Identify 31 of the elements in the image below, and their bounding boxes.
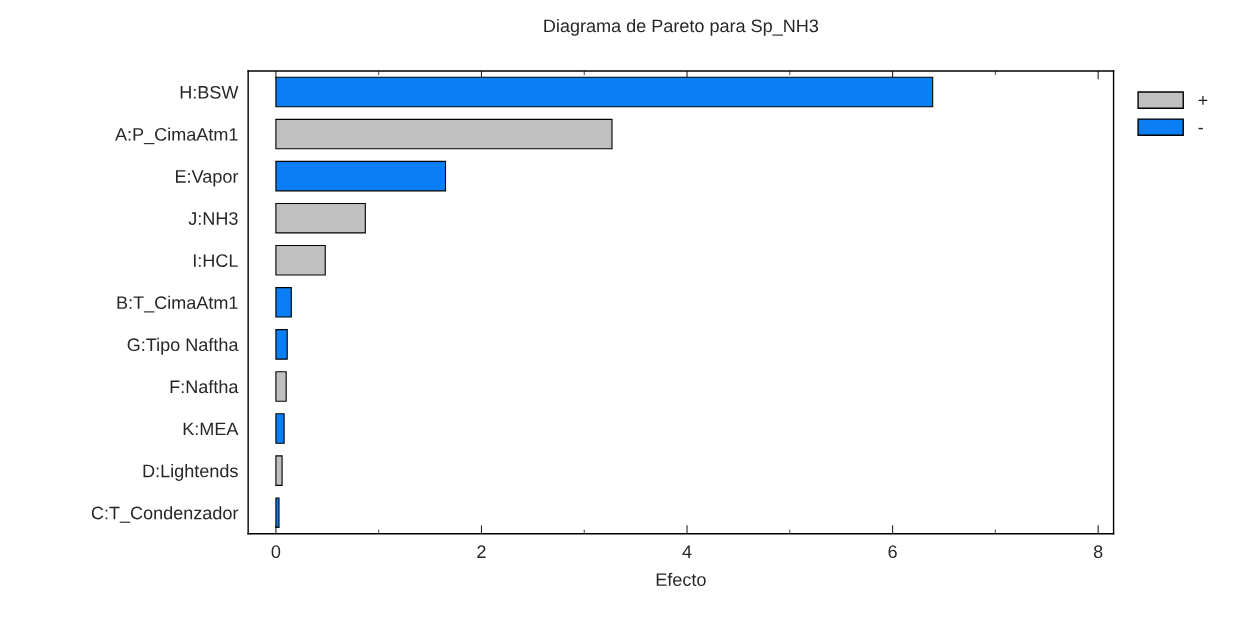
x-tick-label: 4	[682, 545, 692, 558]
y-tick-label: B:T_CimaAtm1	[117, 295, 238, 313]
bar	[275, 118, 613, 150]
y-tick-label: I:HCL	[193, 254, 238, 267]
legend-label: -	[1198, 127, 1203, 130]
bar	[275, 160, 447, 192]
y-tick-label: G:Tipo Naftha	[127, 337, 239, 355]
y-tick-label: E:Vapor	[176, 170, 239, 187]
y-tick-label: A:P_CimaAtm1	[115, 127, 238, 145]
legend-label: +	[1198, 95, 1208, 105]
bar	[275, 497, 280, 528]
bar	[275, 202, 366, 234]
bar	[275, 371, 287, 402]
x-tick-label: 8	[1093, 545, 1103, 559]
x-tick-label: 0	[271, 545, 281, 559]
bar	[275, 287, 292, 318]
bar	[275, 244, 326, 276]
x-tick-label: 2	[477, 545, 486, 558]
bar	[275, 455, 283, 486]
chart-title: Diagrama de Pareto para Sp_NH3	[544, 18, 819, 36]
bar	[275, 329, 288, 360]
x-axis-title: Efecto	[656, 572, 706, 587]
y-tick-label: K:MEA	[183, 422, 239, 436]
y-tick-label: H:BSW	[180, 85, 239, 99]
bar	[275, 76, 934, 108]
x-tick-label: 6	[888, 545, 897, 559]
y-tick-label: D:Lightends	[143, 464, 238, 481]
y-tick-label: C:T_Condenzador	[91, 506, 239, 523]
bar	[275, 413, 285, 444]
y-tick-label: J:NH3	[188, 212, 238, 225]
y-tick-label: F:Naftha	[170, 379, 239, 394]
